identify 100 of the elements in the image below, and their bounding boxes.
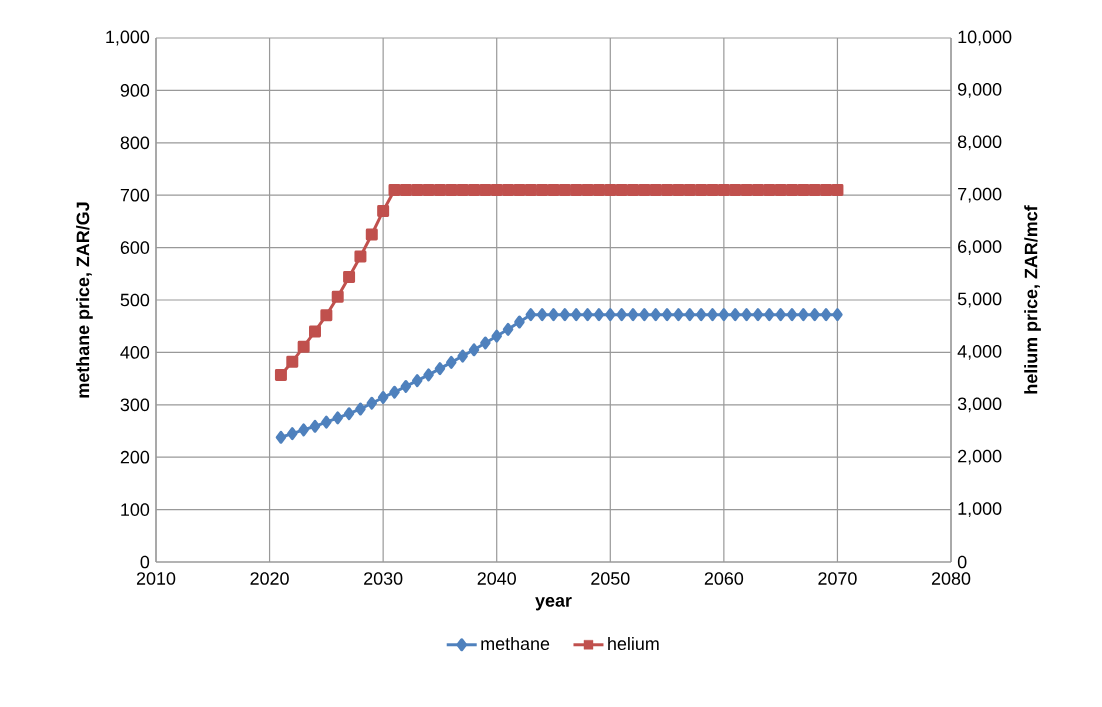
point <box>627 308 639 322</box>
point <box>570 308 582 322</box>
point <box>355 402 366 416</box>
point <box>456 183 469 196</box>
point <box>673 308 684 322</box>
point <box>616 308 627 322</box>
point <box>638 183 651 196</box>
point <box>820 183 833 196</box>
point <box>274 368 287 381</box>
point <box>559 308 571 322</box>
point <box>502 322 514 336</box>
point <box>808 183 821 196</box>
y-tick-label: 500 <box>120 293 150 307</box>
point <box>582 308 593 322</box>
point <box>468 183 481 196</box>
point <box>661 308 673 322</box>
point <box>706 183 719 196</box>
point <box>411 183 424 196</box>
point <box>752 308 764 322</box>
point <box>423 368 434 382</box>
y-tick-label: 100 <box>121 503 150 516</box>
point <box>331 290 344 303</box>
point <box>491 329 502 343</box>
point <box>672 183 685 196</box>
point <box>729 183 742 196</box>
x-tick-label: 2060 <box>704 572 744 585</box>
point <box>343 270 356 283</box>
point <box>525 308 537 322</box>
point <box>820 308 832 322</box>
point <box>718 308 730 322</box>
point <box>741 308 752 322</box>
y2-tick-label: 5,000 <box>957 292 1002 308</box>
point <box>797 183 810 196</box>
x-tick-label: 2040 <box>477 572 516 585</box>
y2-tick-label: 9,000 <box>958 82 1002 98</box>
point <box>298 423 309 437</box>
y2-tick-label: 6,000 <box>958 240 1002 255</box>
x-tick-label: 2010 <box>136 572 176 585</box>
point <box>774 183 787 196</box>
point <box>445 183 458 196</box>
point <box>832 308 843 322</box>
point <box>321 415 332 429</box>
y-tick-label: 900 <box>120 84 150 97</box>
point <box>661 183 674 196</box>
point <box>695 183 708 196</box>
point <box>615 183 628 196</box>
y-tick-label: 1,000 <box>106 30 150 46</box>
point <box>524 183 537 196</box>
point <box>536 183 549 196</box>
y-tick-label: 600 <box>120 241 150 254</box>
point <box>683 183 696 196</box>
point <box>695 308 707 322</box>
point <box>399 183 412 196</box>
point <box>377 390 389 404</box>
y2-tick-label: 0 <box>957 555 967 569</box>
x-tick-label: 2080 <box>931 572 971 585</box>
point <box>287 427 298 441</box>
point <box>513 183 526 196</box>
point <box>798 308 809 322</box>
point <box>764 308 775 322</box>
point <box>570 183 583 196</box>
x-axis-title: year <box>535 597 572 611</box>
point <box>309 419 321 433</box>
legend-label: methane <box>481 636 550 651</box>
y-tick-label: 300 <box>120 398 150 412</box>
point <box>502 183 515 196</box>
x-tick-label: 2030 <box>364 572 403 585</box>
point <box>605 308 616 322</box>
point <box>548 308 559 322</box>
point <box>377 204 390 217</box>
x-tick-label: 2070 <box>818 572 857 585</box>
point <box>740 183 753 196</box>
point <box>320 309 333 322</box>
point <box>581 183 594 196</box>
point <box>400 379 412 393</box>
point <box>831 183 844 196</box>
point <box>684 308 696 322</box>
point <box>365 228 378 241</box>
y2-tick-label: 10,000 <box>958 30 1012 46</box>
point <box>786 183 799 196</box>
y-tick-label: 0 <box>140 555 150 569</box>
point <box>536 308 548 322</box>
point <box>558 183 571 196</box>
point <box>366 396 378 410</box>
point <box>593 308 605 322</box>
point <box>627 183 640 196</box>
y-tick-label: 200 <box>120 450 150 464</box>
point <box>286 355 299 368</box>
point <box>332 411 343 425</box>
y2-tick-label: 3,000 <box>957 397 1002 413</box>
point <box>514 315 525 329</box>
point <box>309 325 321 338</box>
y-axis-title: methane price, ZAR/GJ <box>76 202 93 398</box>
point <box>775 308 786 322</box>
point <box>411 374 423 388</box>
point <box>639 308 650 322</box>
y-tick-label: 400 <box>120 346 150 359</box>
point <box>763 183 776 196</box>
point <box>468 343 480 357</box>
point <box>354 250 367 263</box>
